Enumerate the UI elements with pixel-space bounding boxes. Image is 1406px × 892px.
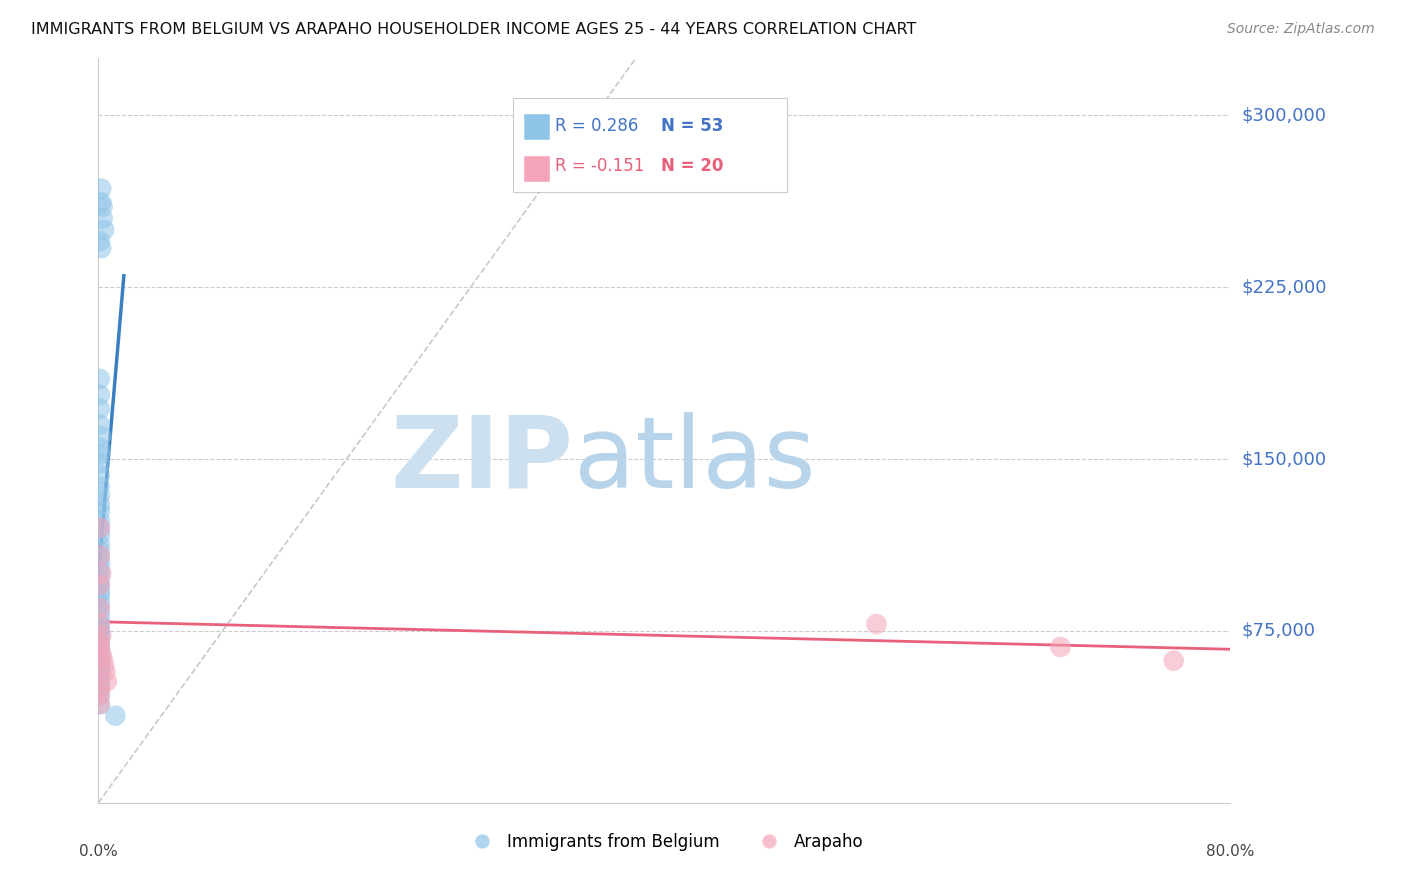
Point bbox=[89, 468, 111, 483]
Point bbox=[93, 658, 115, 673]
Text: atlas: atlas bbox=[574, 412, 815, 508]
Point bbox=[89, 688, 111, 702]
Point bbox=[89, 417, 111, 432]
Point bbox=[91, 651, 114, 665]
Point bbox=[90, 181, 112, 195]
Text: IMMIGRANTS FROM BELGIUM VS ARAPAHO HOUSEHOLDER INCOME AGES 25 - 44 YEARS CORRELA: IMMIGRANTS FROM BELGIUM VS ARAPAHO HOUSE… bbox=[31, 22, 917, 37]
Point bbox=[89, 640, 111, 654]
Point bbox=[89, 441, 111, 455]
Point bbox=[89, 610, 111, 624]
Point bbox=[89, 558, 111, 572]
Point bbox=[90, 241, 112, 255]
Point bbox=[1163, 654, 1185, 668]
Point bbox=[89, 543, 111, 558]
Point bbox=[89, 505, 111, 519]
Point bbox=[89, 565, 111, 579]
Point bbox=[89, 649, 111, 664]
Point bbox=[104, 708, 127, 723]
Text: ZIP: ZIP bbox=[391, 412, 574, 508]
Point bbox=[90, 195, 112, 210]
Point bbox=[89, 635, 111, 649]
Point bbox=[89, 631, 111, 645]
Point bbox=[89, 635, 111, 649]
Point bbox=[89, 590, 111, 604]
Point bbox=[96, 674, 118, 689]
Point bbox=[89, 521, 111, 535]
Point bbox=[89, 550, 111, 565]
Point bbox=[89, 578, 111, 592]
Point bbox=[89, 644, 111, 658]
Point bbox=[89, 676, 111, 690]
Point bbox=[89, 681, 111, 696]
Point bbox=[89, 688, 111, 702]
Text: $75,000: $75,000 bbox=[1241, 622, 1316, 640]
Point bbox=[89, 626, 111, 640]
Point bbox=[89, 498, 111, 512]
Point bbox=[89, 578, 111, 592]
Text: $300,000: $300,000 bbox=[1241, 106, 1327, 124]
Point bbox=[91, 200, 114, 214]
Point bbox=[89, 479, 111, 493]
Point bbox=[89, 549, 111, 563]
Text: $150,000: $150,000 bbox=[1241, 450, 1327, 468]
Point bbox=[89, 596, 111, 610]
Text: R = -0.151: R = -0.151 bbox=[555, 157, 645, 175]
Text: R = 0.286: R = 0.286 bbox=[555, 117, 638, 136]
Point bbox=[89, 537, 111, 551]
Point bbox=[89, 667, 111, 681]
Point bbox=[89, 489, 111, 503]
Point bbox=[89, 372, 111, 386]
Point bbox=[89, 527, 111, 541]
Point bbox=[89, 654, 111, 668]
Point bbox=[93, 223, 115, 237]
Point bbox=[89, 658, 111, 673]
Text: 0.0%: 0.0% bbox=[79, 844, 118, 859]
Point bbox=[89, 672, 111, 686]
Legend: Immigrants from Belgium, Arapaho: Immigrants from Belgium, Arapaho bbox=[458, 827, 870, 858]
Text: N = 20: N = 20 bbox=[661, 157, 723, 175]
Point bbox=[89, 617, 111, 632]
Point bbox=[89, 457, 111, 471]
Point bbox=[1049, 640, 1071, 654]
Text: 80.0%: 80.0% bbox=[1206, 844, 1254, 859]
Text: N = 53: N = 53 bbox=[661, 117, 723, 136]
Point bbox=[89, 388, 111, 402]
Point bbox=[89, 698, 111, 712]
Point bbox=[89, 235, 111, 249]
Point bbox=[89, 640, 111, 654]
Point bbox=[90, 628, 112, 642]
Point bbox=[89, 514, 111, 528]
Point bbox=[89, 601, 111, 615]
Point bbox=[94, 665, 117, 680]
Text: $225,000: $225,000 bbox=[1241, 278, 1327, 296]
Point bbox=[89, 698, 111, 712]
Point bbox=[89, 447, 111, 461]
Point bbox=[865, 617, 887, 632]
Point bbox=[90, 429, 112, 443]
Point bbox=[89, 521, 111, 535]
Point bbox=[90, 566, 112, 581]
Point bbox=[90, 647, 112, 661]
Point bbox=[89, 585, 111, 599]
Text: Source: ZipAtlas.com: Source: ZipAtlas.com bbox=[1227, 22, 1375, 37]
Point bbox=[89, 617, 111, 632]
Point bbox=[91, 211, 114, 226]
Point bbox=[89, 571, 111, 585]
Point bbox=[89, 401, 111, 416]
Point bbox=[89, 681, 111, 696]
Point bbox=[89, 663, 111, 677]
Point bbox=[89, 622, 111, 636]
Point bbox=[89, 603, 111, 617]
